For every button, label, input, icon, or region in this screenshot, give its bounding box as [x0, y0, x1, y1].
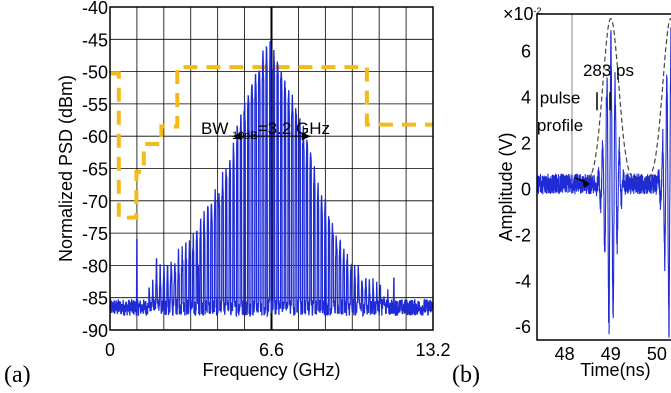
panel-a-plot-frame	[109, 6, 434, 331]
y-tick-label: -65	[82, 160, 108, 180]
panel-b-envelope-series	[587, 17, 671, 183]
panel-b-x-axis-label: Time(ns)	[580, 360, 650, 380]
panel-a-bandwidth-annotation: BW-10dB=3.2 GHz	[201, 119, 330, 142]
pulse-annotation-text: 283 ps	[583, 61, 634, 80]
y-tick-label: -45	[82, 30, 108, 50]
panel-b-label: (b)	[452, 362, 480, 388]
panel-a-psd-chart: 0 6.6 13.2 -40-45-50-55-60-65-70-75-80-85-…	[4, 0, 451, 388]
bandwidth-arrow-head-left	[232, 132, 242, 141]
panel-b-plot-frame	[536, 13, 671, 341]
pulse-profile-arrow-head	[582, 178, 590, 188]
y-tick-label: -6	[515, 317, 531, 337]
panel-a-label: (a)	[4, 362, 31, 388]
bandwidth-label-prefix: BW	[201, 119, 228, 138]
y-tick-label: 6	[521, 42, 531, 62]
y-tick-label: -75	[82, 224, 108, 244]
y-tick-label: -2	[515, 225, 531, 245]
panel-a-spectrum-series	[109, 41, 434, 318]
bandwidth-arrow-head-right	[301, 132, 311, 141]
y-tick-label: -50	[82, 63, 108, 83]
pulse-annotation-text: profile	[537, 116, 583, 135]
bandwidth-label: BW-10dB=3.2 GHz	[201, 119, 330, 142]
y-multiplier-base: ×10	[503, 4, 534, 24]
y-tick-label: 2	[521, 134, 531, 154]
panel-a-y-tick-labels: -40 -45 -50 -55 -60 -65 -70 -75 -80 -85 -90	[82, 0, 108, 341]
pulse-annotation-text: pulse	[540, 89, 581, 108]
y-tick-label: -55	[82, 95, 108, 115]
y-tick-label: 4	[521, 88, 531, 108]
panel-a-y-axis-label: Normalized PSD (dBm)	[56, 75, 76, 262]
panel-b-y-tick-labels: -6 -4 -2 0 2 4 6	[515, 42, 531, 337]
y-multiplier-exponent: -2	[534, 6, 542, 16]
panel-a-x-axis-label: Frequency (GHz)	[202, 360, 340, 380]
x-tick-label: 0	[105, 340, 115, 360]
x-tick-label: 49	[601, 344, 621, 364]
y-tick-label: -85	[82, 289, 108, 309]
bandwidth-label-subscript: -10dB	[228, 130, 257, 142]
panel-b-signal-series	[537, 27, 671, 338]
x-tick-label: 6.6	[259, 340, 284, 360]
panel-b-y-multiplier: ×10-2	[503, 4, 542, 24]
bandwidth-label-suffix: =3.2 GHz	[258, 119, 330, 138]
panel-b-y-axis-label: Amplitude (V)	[496, 132, 516, 241]
y-tick-label: -70	[82, 192, 108, 212]
y-tick-label: -4	[515, 271, 531, 291]
x-tick-label: 13.2	[415, 340, 450, 360]
y-tick-label: -90	[82, 321, 108, 341]
y-tick-label: 0	[521, 179, 531, 199]
panel-a-x-tick-labels: 0 6.6 13.2	[105, 340, 451, 360]
y-tick-label: -40	[82, 0, 108, 18]
y-tick-label: -60	[82, 127, 108, 147]
x-tick-label: 50	[647, 344, 667, 364]
panel-b-x-tick-labels: 48 49 50	[555, 344, 667, 364]
x-tick-label: 48	[555, 344, 575, 364]
y-tick-label: -80	[82, 256, 108, 276]
